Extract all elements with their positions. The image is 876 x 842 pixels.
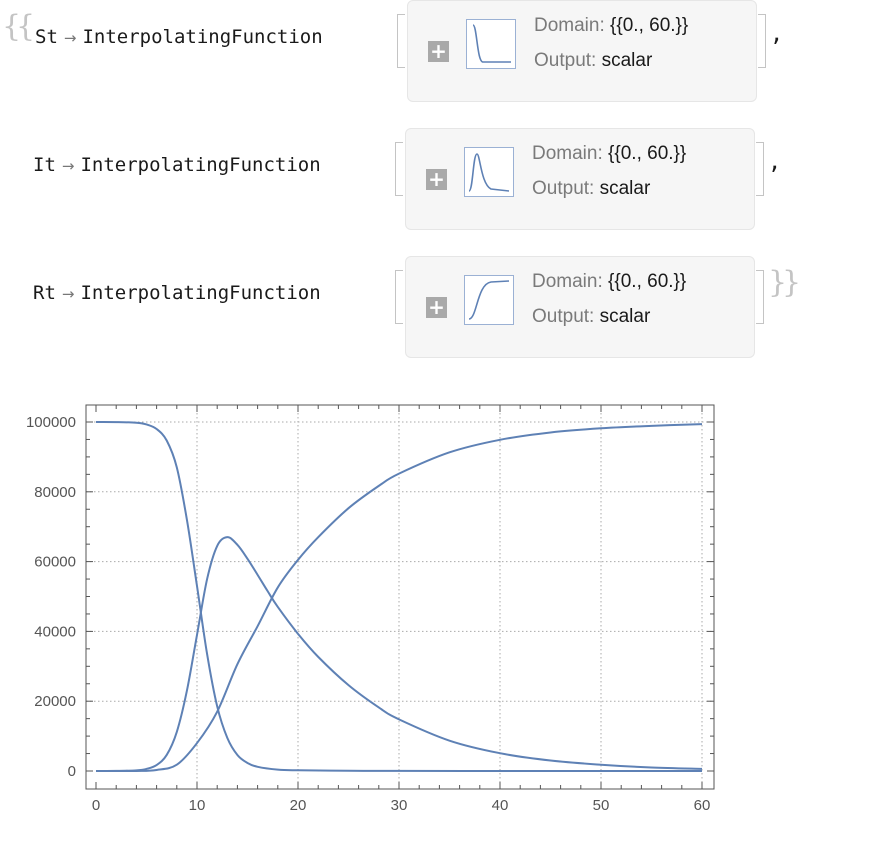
function-head: InterpolatingFunction	[80, 282, 321, 304]
x-tick-label: 40	[492, 797, 509, 814]
output-text: Output: scalar	[534, 50, 653, 71]
output-row-st: { { St → InterpolatingFunction + Domain: {…	[0, 0, 876, 104]
interpolating-function-summary-box[interactable]: + Domain: {{0., 60.}} Output: scalar	[405, 256, 755, 358]
function-head: InterpolatingFunction	[80, 154, 321, 176]
domain-value: {{0., 60.}}	[608, 271, 687, 292]
output-value: scalar	[599, 178, 651, 199]
y-tick-label: 20000	[34, 693, 76, 710]
rule-symbol: Rt	[33, 282, 56, 304]
y-tick-label: 0	[68, 763, 76, 780]
close-bracket	[758, 14, 766, 68]
separator-comma: ,	[768, 150, 782, 175]
output-value: scalar	[601, 50, 653, 71]
open-bracket	[397, 14, 405, 68]
y-tick-label: 80000	[34, 484, 76, 501]
inner-list-open-brace: {	[16, 9, 36, 44]
output-row-rt: Rt → InterpolatingFunction + Domain: {{0.,…	[0, 256, 876, 360]
domain-value: {{0., 60.}}	[608, 143, 687, 164]
x-tick-label: 60	[694, 797, 711, 814]
y-tick-label: 40000	[34, 623, 76, 640]
open-bracket	[395, 142, 403, 196]
open-bracket	[395, 270, 403, 324]
output-row-it: It → InterpolatingFunction + Domain: {{0.,…	[0, 128, 876, 232]
rule-symbol: It	[33, 154, 56, 176]
separator-comma: ,	[770, 22, 784, 47]
rule-label: St → InterpolatingFunction	[35, 26, 323, 48]
increasing-curve-icon	[464, 275, 514, 325]
plus-icon[interactable]: +	[426, 169, 447, 190]
rule-label: It → InterpolatingFunction	[33, 154, 321, 176]
function-head: InterpolatingFunction	[82, 26, 323, 48]
rule-arrow: →	[63, 29, 77, 47]
rule-label: Rt → InterpolatingFunction	[33, 282, 321, 304]
x-tick-label: 10	[189, 797, 206, 814]
x-tick-label: 30	[391, 797, 408, 814]
interpolating-function-summary-box[interactable]: + Domain: {{0., 60.}} Output: scalar	[407, 0, 757, 102]
domain-text: Domain: {{0., 60.}}	[532, 143, 687, 164]
sir-line-chart[interactable]: 0 10 20 30 40 50 60 0 20000 40000 60000 80000 100000	[0, 395, 740, 835]
x-tick-label: 20	[290, 797, 307, 814]
x-tick-label: 0	[92, 797, 100, 814]
peak-curve-icon	[464, 147, 514, 197]
series-line-s	[95, 420, 702, 772]
output-value: scalar	[599, 306, 651, 327]
output-text: Output: scalar	[532, 178, 651, 199]
decreasing-curve-icon	[466, 19, 516, 69]
y-tick-label: 100000	[26, 414, 76, 431]
plot-frame	[85, 404, 715, 790]
domain-text: Domain: {{0., 60.}}	[534, 15, 689, 36]
close-bracket	[756, 142, 764, 196]
close-bracket	[756, 270, 764, 324]
domain-value: {{0., 60.}}	[610, 15, 689, 36]
interpolating-function-summary-box[interactable]: + Domain: {{0., 60.}} Output: scalar	[405, 128, 755, 230]
rule-arrow: →	[61, 285, 75, 303]
outer-list-open-brace: {	[2, 9, 22, 44]
plus-icon[interactable]: +	[426, 297, 447, 318]
domain-text: Domain: {{0., 60.}}	[532, 271, 687, 292]
rule-symbol: St	[35, 26, 58, 48]
series-line-r	[95, 423, 703, 773]
x-tick-label: 50	[593, 797, 610, 814]
y-tick-label: 60000	[34, 554, 76, 571]
rule-arrow: →	[61, 157, 75, 175]
output-text: Output: scalar	[532, 306, 651, 327]
plus-icon[interactable]: +	[428, 41, 449, 62]
outer-list-close-brace: }	[782, 265, 802, 300]
inner-list-close-brace: }	[768, 265, 788, 300]
series-line-i	[95, 536, 703, 773]
